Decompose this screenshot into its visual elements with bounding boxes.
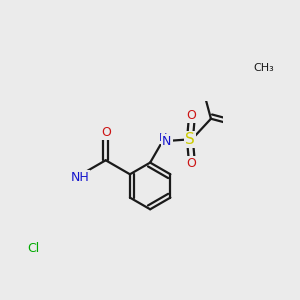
Text: NH: NH: [71, 171, 89, 184]
Text: O: O: [187, 109, 196, 122]
Text: N: N: [162, 135, 172, 148]
Text: CH₃: CH₃: [254, 63, 274, 74]
Text: O: O: [101, 126, 111, 140]
Text: O: O: [187, 157, 196, 170]
Text: H: H: [159, 133, 167, 143]
Text: Cl: Cl: [27, 242, 39, 255]
Text: S: S: [185, 132, 195, 147]
